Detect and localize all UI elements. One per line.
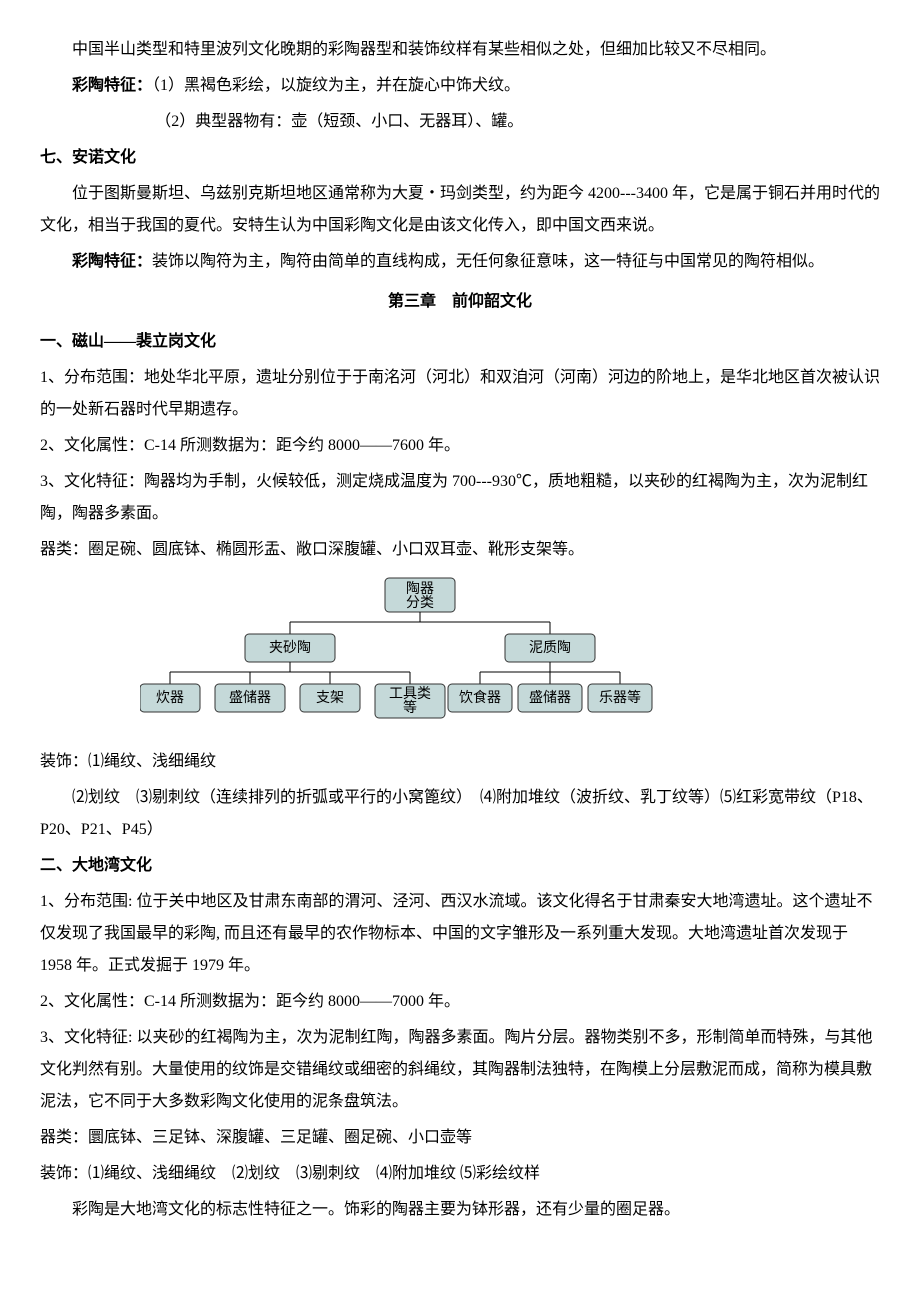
section-heading: 一、磁山——裴立岗文化 [40,326,880,358]
node-leaf: 乐器等 [599,689,641,706]
node-leaf: 支架 [316,690,344,706]
node-mid-1: 泥质陶 [529,640,571,656]
paragraph: 2、文化属性：C-14 所测数据为：距今约 8000——7000 年。 [40,986,880,1018]
tree-diagram: 陶器 分类 夹砂陶 泥质陶 炊器 盛储器 支架 工具类 等 饮食器 盛储器 乐器… [140,576,880,736]
node-leaf: 饮食器 [459,689,501,706]
node-leaf: 盛储器 [529,690,571,706]
paragraph: 位于图斯曼斯坦、乌兹别克斯坦地区通常称为大夏・玛剑类型，约为距今 4200---… [40,178,880,242]
paragraph: 彩陶特征：（1）黑褐色彩绘，以旋纹为主，并在旋心中饰犬纹。 [40,70,880,102]
node-leaf: 炊器 [156,690,184,706]
chapter-heading: 第三章 前仰韶文化 [40,286,880,318]
text: 装饰以陶符为主，陶符由简单的直线构成，无任何象征意味，这一特征与中国常见的陶符相… [152,253,824,270]
node-leaf: 盛储器 [229,690,271,706]
node-root-l1: 陶器 [406,581,434,597]
paragraph: 中国半山类型和特里波列文化晚期的彩陶器型和装饰纹样有某些相似之处，但细加比较又不… [40,34,880,66]
node-leaf-l2: 等 [403,699,417,716]
node-mid-0: 夹砂陶 [269,640,311,656]
paragraph: ⑵划纹 ⑶剔刺纹（连续排列的折弧或平行的小窝篦纹） ⑷附加堆纹（波折纹、乳丁纹等… [40,782,880,846]
tree-svg: 陶器 分类 夹砂陶 泥质陶 炊器 盛储器 支架 工具类 等 饮食器 盛储器 乐器… [140,576,700,736]
paragraph: 彩陶特征：装饰以陶符为主，陶符由简单的直线构成，无任何象征意味，这一特征与中国常… [40,246,880,278]
section-heading: 七、安诺文化 [40,142,880,174]
paragraph: 1、分布范围：地处华北平原，遗址分别位于于南洺河（河北）和双洎河（河南）河边的阶… [40,362,880,426]
paragraph: 3、文化特征: 以夹砂的红褐陶为主，次为泥制红陶，陶器多素面。陶片分层。器物类别… [40,1022,880,1118]
node-root-l2: 分类 [406,595,434,611]
section-heading: 二、大地湾文化 [40,850,880,882]
paragraph: 装饰：⑴绳纹、浅细绳纹 [40,746,880,778]
paragraph: 2、文化属性：C-14 所测数据为：距今约 8000——7600 年。 [40,430,880,462]
paragraph: 器类：圈足碗、圆底钵、椭圆形盂、敞口深腹罐、小口双耳壶、靴形支架等。 [40,534,880,566]
label: 彩陶特征： [72,77,152,94]
paragraph: （2）典型器物有：壶（短颈、小口、无器耳）、罐。 [40,106,880,138]
paragraph: 器类：圜底钵、三足钵、深腹罐、三足罐、圈足碗、小口壶等 [40,1122,880,1154]
paragraph: 3、文化特征：陶器均为手制，火候较低，测定烧成温度为 700---930℃，质地… [40,466,880,530]
node-leaf-l1: 工具类 [389,686,431,702]
label: 彩陶特征： [72,253,152,270]
text: （1）黑褐色彩绘，以旋纹为主，并在旋心中饰犬纹。 [152,77,520,94]
paragraph: 1、分布范围: 位于关中地区及甘肃东南部的渭河、泾河、西汉水流域。该文化得名于甘… [40,886,880,982]
paragraph: 装饰：⑴绳纹、浅细绳纹 ⑵划纹 ⑶剔刺纹 ⑷附加堆纹 ⑸彩绘纹样 [40,1158,880,1190]
paragraph: 彩陶是大地湾文化的标志性特征之一。饰彩的陶器主要为钵形器，还有少量的圈足器。 [40,1194,880,1226]
